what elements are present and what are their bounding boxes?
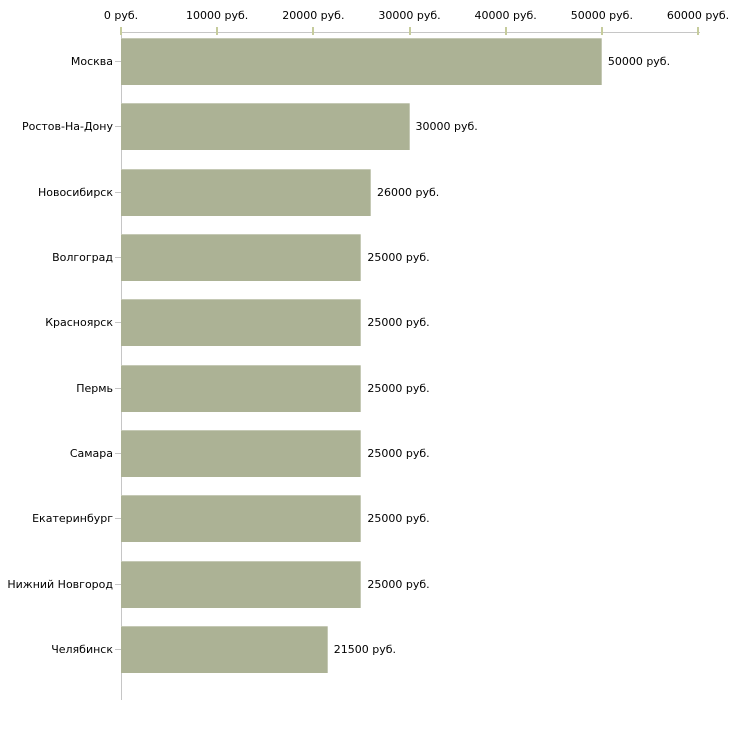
- category-label: Ростов-На-Дону: [21, 120, 113, 134]
- bar: [121, 364, 362, 412]
- category-tick-mark: [115, 387, 121, 389]
- value-label: 21500 руб.: [333, 642, 397, 656]
- x-axis-tick-mark: [408, 27, 411, 35]
- category-label: Самара: [69, 446, 113, 460]
- value-label: 25000 руб.: [367, 381, 430, 395]
- x-axis-tick-mark: [504, 27, 507, 35]
- category-label: Волгоград: [52, 250, 113, 264]
- category-label: Москва: [70, 55, 113, 68]
- bar: [121, 299, 362, 347]
- bar-row: Нижний Новгород 25000 руб.: [0, 556, 730, 622]
- bar: [121, 429, 362, 477]
- bar: [121, 560, 362, 608]
- category-tick-mark: [115, 452, 121, 454]
- x-axis-tick-label: 10000 руб.: [186, 9, 249, 22]
- bar: [121, 495, 362, 543]
- bar-row: Волгоград 25000 руб.: [0, 229, 730, 295]
- x-axis-tick-label: 40000 руб.: [474, 9, 537, 22]
- x-axis-tick-mark: [312, 27, 315, 35]
- value-label: 25000 руб.: [367, 446, 430, 460]
- value-label: 26000 руб.: [377, 185, 440, 199]
- category-tick-mark: [115, 583, 121, 585]
- x-axis-tick-label: 30000 руб.: [378, 9, 441, 22]
- bar-row: Новосибирск 26000 руб.: [0, 164, 730, 230]
- x-axis-tick-label: 60000 руб.: [666, 9, 730, 22]
- bar-row: Екатеринбург 25000 руб.: [0, 490, 730, 556]
- category-tick-mark: [115, 61, 121, 62]
- x-axis-line: [121, 32, 700, 33]
- category-label: Нижний Новгород: [7, 577, 113, 591]
- category-tick-mark: [115, 256, 121, 258]
- bar: [121, 38, 602, 85]
- bar-row: Самара 25000 руб.: [0, 425, 730, 491]
- value-label: 50000 руб.: [607, 55, 671, 68]
- category-label: Екатеринбург: [32, 512, 113, 526]
- x-axis-tick-mark: [120, 27, 122, 35]
- category-tick-mark: [115, 126, 121, 128]
- category-tick-mark: [115, 191, 121, 193]
- category-label: Красноярск: [45, 316, 113, 330]
- x-axis-tick-label: 20000 руб.: [282, 9, 345, 22]
- bar: [121, 168, 372, 216]
- bar-row: Челябинск 21500 руб.: [0, 621, 730, 687]
- x-axis-tick-mark: [600, 27, 603, 35]
- x-axis-tick-mark: [697, 27, 699, 35]
- category-tick-mark: [115, 648, 121, 650]
- category-label: Пермь: [76, 381, 113, 395]
- value-label: 25000 руб.: [367, 577, 430, 591]
- bar-row: Ростов-На-Дону 30000 руб.: [0, 98, 730, 164]
- bar: [121, 625, 328, 673]
- category-tick-mark: [115, 322, 121, 324]
- bar-row: Москва 50000 руб.: [0, 33, 730, 99]
- value-label: 25000 руб.: [367, 512, 430, 526]
- bar: [121, 233, 362, 281]
- category-label: Челябинск: [51, 642, 113, 656]
- bar: [121, 103, 410, 151]
- category-tick-mark: [115, 518, 121, 520]
- x-axis-tick-mark: [216, 27, 219, 35]
- value-label: 25000 руб.: [367, 250, 430, 264]
- x-axis-tick-label: 50000 руб.: [570, 9, 633, 22]
- value-label: 30000 руб.: [415, 120, 478, 134]
- bar-row: Пермь 25000 руб.: [0, 360, 730, 426]
- x-axis-tick-label: 0 руб.: [103, 9, 139, 22]
- value-label: 25000 руб.: [367, 316, 430, 330]
- bar-row: Красноярск 25000 руб.: [0, 294, 730, 360]
- category-label: Новосибирск: [37, 185, 113, 199]
